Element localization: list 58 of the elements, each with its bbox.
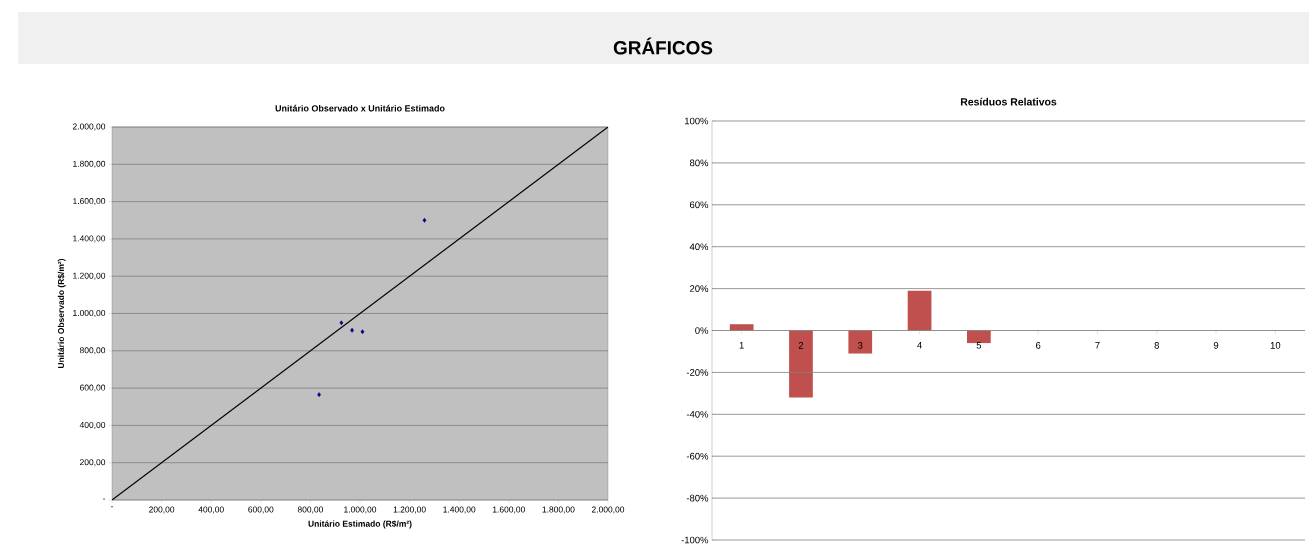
x-tick-label: 6 xyxy=(1036,342,1041,349)
bar xyxy=(729,324,754,331)
x-tick-label: 2 xyxy=(798,342,804,349)
x-tick-label: 5 xyxy=(976,342,982,349)
x-tick-label: 800,00 xyxy=(297,506,324,514)
y-axis-title: Unitário Observado (R$/m²) xyxy=(57,258,66,369)
y-tick-label: -100% xyxy=(681,536,709,544)
y-tick-label: 400,00 xyxy=(79,421,106,429)
x-tick-label: 3 xyxy=(857,342,863,349)
chart-title: Unitário Observado x Unitário Estimado xyxy=(275,104,445,112)
y-tick-label: 1.000,00 xyxy=(73,310,106,317)
y-tick-label: 80% xyxy=(689,159,709,167)
y-tick-label: 60% xyxy=(690,201,709,209)
point xyxy=(317,392,321,398)
x-tick-label: 1.800,00 xyxy=(542,506,575,514)
bar xyxy=(848,330,873,354)
point xyxy=(360,329,365,335)
text: GRÁFICOS xyxy=(613,37,713,55)
y-tick-label: -20% xyxy=(686,369,709,376)
x-tick-label: 1.600,00 xyxy=(492,506,525,514)
x-tick-label: 1.000,00 xyxy=(344,506,377,514)
x-axis-title: Unitário Estimado (R$/m²) xyxy=(308,520,412,529)
x-tick-label: 8 xyxy=(1154,342,1159,349)
x-tick-label: 600,00 xyxy=(248,506,274,514)
y-tick-label: 20% xyxy=(690,285,709,292)
x-tick-label: 1 xyxy=(739,342,744,349)
point xyxy=(339,320,344,326)
y-tick-label: 100% xyxy=(685,117,709,125)
chart-title: Resíduos Relativos xyxy=(960,97,1057,106)
y-tick-label: 0% xyxy=(695,327,709,334)
y-tick-label: 600,00 xyxy=(80,384,106,392)
x-tick-label: 1.200,00 xyxy=(393,506,426,514)
y-tick-label: 800,00 xyxy=(79,347,106,355)
x-tick-label: 10 xyxy=(1270,342,1281,349)
x-tick-label: 9 xyxy=(1213,342,1219,349)
y-tick-label: 40% xyxy=(689,243,709,251)
bar xyxy=(907,290,932,331)
point xyxy=(350,327,354,333)
y-tick-label: 200,00 xyxy=(80,459,106,467)
x-tick-label: 1.400,00 xyxy=(443,506,476,514)
y-tick-label: - xyxy=(103,498,106,500)
x-tick-label: 4 xyxy=(917,342,922,349)
y-tick-label: 1.600,00 xyxy=(73,198,106,206)
y-tick-label: -60% xyxy=(686,452,709,460)
bar xyxy=(789,330,813,398)
x-tick-label: 7 xyxy=(1095,342,1100,349)
x-tick-label: 400,00 xyxy=(198,506,224,514)
point xyxy=(422,217,427,223)
y-tick-label: 1.200,00 xyxy=(73,272,106,280)
y-tick-label: 1.800,00 xyxy=(73,160,106,168)
y-tick-label: 1.400,00 xyxy=(73,235,106,243)
y-tick-label: -40% xyxy=(686,410,709,418)
x-tick-label: - xyxy=(110,506,114,508)
y-tick-label: 2.000,00 xyxy=(72,123,106,131)
x-tick-label: 2.000,00 xyxy=(591,506,625,514)
y-tick-label: -80% xyxy=(686,494,709,502)
x-tick-label: 200,00 xyxy=(149,506,175,514)
bar xyxy=(967,330,991,344)
